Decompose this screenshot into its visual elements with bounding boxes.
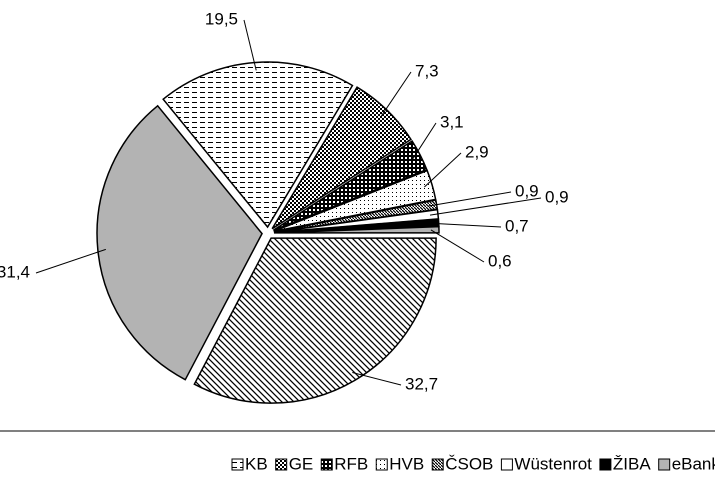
legend: KB GE RFB HVB ČSOB Wüstenrot ŽIBA eBanka <box>231 454 715 473</box>
leader-line <box>381 71 412 117</box>
data-label: 31,4 <box>0 262 30 281</box>
data-label: 3,1 <box>440 112 464 131</box>
legend-swatch <box>431 458 444 471</box>
slice <box>96 104 263 381</box>
legend-swatch <box>658 458 671 471</box>
legend-swatch <box>231 458 244 471</box>
legend-label: RFB <box>334 454 368 473</box>
legend-label: ČSOB <box>445 454 493 473</box>
leader-line <box>412 122 437 159</box>
legend-label: KB <box>245 454 268 473</box>
legend-swatch <box>275 458 288 471</box>
legend-swatch <box>599 458 612 471</box>
leader-line <box>35 248 106 274</box>
data-label: 7,3 <box>415 61 439 80</box>
leader-line <box>352 372 402 386</box>
leader-line <box>428 191 512 207</box>
legend-label: Wüstenrot <box>514 454 592 473</box>
legend-swatch <box>375 458 388 471</box>
data-label: 32,7 <box>405 374 438 393</box>
data-label: 19,5 <box>205 9 238 28</box>
data-label: 0,9 <box>545 187 569 206</box>
legend-swatch <box>320 458 333 471</box>
leader-line <box>430 229 485 263</box>
legend-label: eBanka <box>672 454 715 473</box>
slice <box>162 61 354 229</box>
data-label: 0,7 <box>505 216 529 235</box>
slice <box>273 225 440 234</box>
legend-swatch <box>500 458 513 471</box>
legend-label: GE <box>289 454 314 473</box>
legend-label: HVB <box>389 454 424 473</box>
data-label: 0,9 <box>515 181 539 200</box>
pie <box>96 61 440 404</box>
leader-line <box>243 19 257 71</box>
slice <box>271 86 412 230</box>
slice <box>193 237 437 404</box>
data-label: 0,6 <box>488 251 512 270</box>
leader-line <box>429 197 542 216</box>
data-label: 2,9 <box>465 142 489 161</box>
legend-label: ŽIBA <box>613 454 651 473</box>
leader-line <box>424 152 462 188</box>
slice <box>272 139 428 231</box>
leader-line <box>430 222 502 228</box>
